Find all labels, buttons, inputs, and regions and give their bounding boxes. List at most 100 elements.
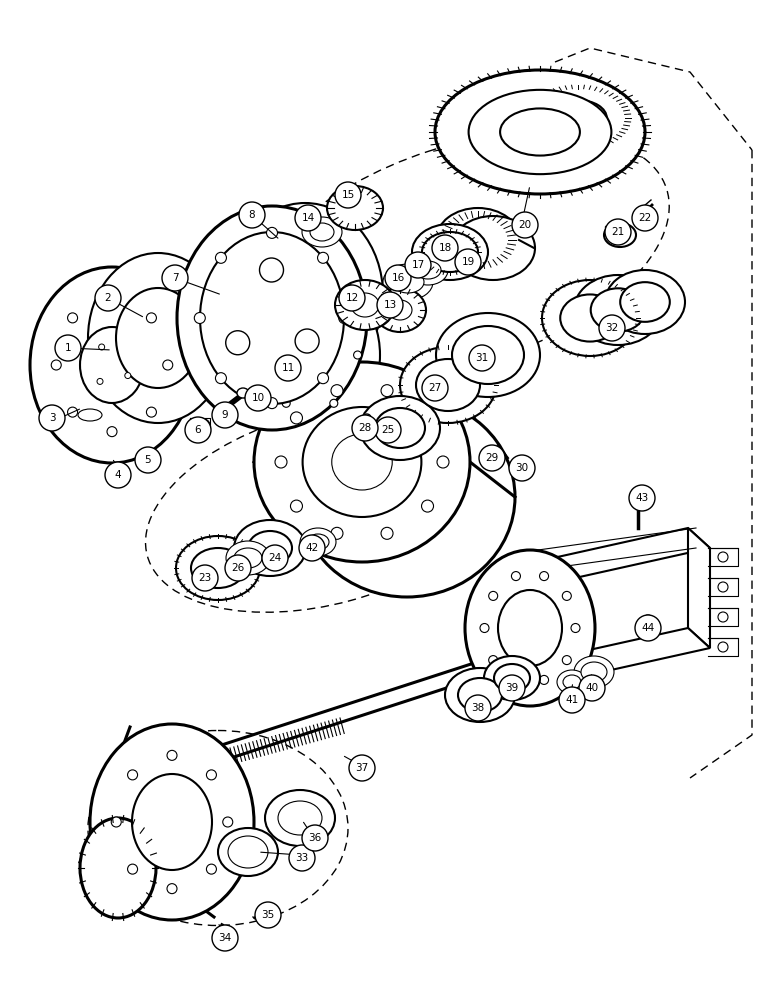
Ellipse shape — [452, 326, 524, 384]
Circle shape — [275, 456, 287, 468]
Ellipse shape — [310, 223, 334, 241]
Text: 44: 44 — [642, 623, 655, 633]
Circle shape — [262, 545, 288, 571]
Ellipse shape — [422, 232, 478, 272]
Text: 20: 20 — [519, 220, 532, 230]
Text: 35: 35 — [262, 910, 275, 920]
Circle shape — [357, 290, 366, 300]
Ellipse shape — [605, 270, 685, 334]
Circle shape — [562, 591, 571, 600]
Circle shape — [469, 345, 495, 371]
Ellipse shape — [300, 528, 336, 556]
Circle shape — [135, 447, 161, 473]
Circle shape — [317, 373, 329, 384]
Circle shape — [105, 462, 131, 488]
Circle shape — [163, 360, 173, 370]
Ellipse shape — [383, 264, 433, 300]
Ellipse shape — [436, 313, 540, 397]
Circle shape — [273, 233, 282, 242]
Circle shape — [147, 407, 157, 417]
Circle shape — [349, 755, 375, 781]
Circle shape — [283, 303, 290, 311]
Text: 25: 25 — [381, 425, 394, 435]
Ellipse shape — [360, 396, 440, 460]
Circle shape — [317, 252, 329, 263]
Ellipse shape — [303, 407, 422, 517]
Circle shape — [718, 552, 728, 562]
Text: 32: 32 — [605, 323, 618, 333]
Ellipse shape — [563, 675, 581, 689]
Ellipse shape — [435, 70, 645, 194]
Circle shape — [97, 378, 103, 384]
Ellipse shape — [374, 288, 426, 332]
Ellipse shape — [190, 418, 210, 432]
Circle shape — [245, 385, 271, 411]
Circle shape — [212, 925, 238, 951]
Ellipse shape — [549, 100, 607, 136]
Polygon shape — [688, 528, 710, 648]
Ellipse shape — [265, 790, 335, 846]
Circle shape — [225, 331, 249, 355]
Ellipse shape — [254, 362, 470, 562]
Circle shape — [489, 591, 498, 600]
Text: 9: 9 — [222, 410, 229, 420]
Ellipse shape — [451, 216, 535, 280]
Circle shape — [540, 675, 549, 684]
Ellipse shape — [351, 293, 379, 317]
Circle shape — [107, 427, 117, 437]
Ellipse shape — [542, 280, 638, 356]
Circle shape — [335, 182, 361, 208]
Ellipse shape — [408, 255, 448, 285]
Circle shape — [295, 205, 321, 231]
Ellipse shape — [560, 294, 620, 342]
Circle shape — [329, 348, 337, 357]
Text: 27: 27 — [428, 383, 442, 393]
Circle shape — [68, 313, 77, 323]
Text: 21: 21 — [611, 227, 625, 237]
Ellipse shape — [248, 531, 292, 565]
Circle shape — [239, 202, 265, 228]
Circle shape — [331, 385, 343, 397]
Circle shape — [339, 312, 350, 324]
Circle shape — [107, 293, 117, 303]
Circle shape — [225, 555, 251, 581]
Circle shape — [579, 675, 605, 701]
Polygon shape — [508, 628, 710, 688]
Circle shape — [605, 219, 631, 245]
Circle shape — [127, 770, 137, 780]
Text: 36: 36 — [308, 833, 322, 843]
Ellipse shape — [494, 664, 530, 692]
Ellipse shape — [484, 656, 540, 700]
Circle shape — [55, 335, 81, 361]
Circle shape — [206, 770, 216, 780]
Circle shape — [643, 615, 653, 625]
Circle shape — [352, 415, 378, 441]
Circle shape — [68, 407, 77, 417]
Circle shape — [99, 344, 105, 350]
Text: 4: 4 — [115, 470, 121, 480]
Circle shape — [39, 405, 65, 431]
Polygon shape — [508, 568, 530, 688]
Circle shape — [422, 500, 434, 512]
Ellipse shape — [400, 347, 496, 423]
Ellipse shape — [30, 267, 194, 463]
Text: 38: 38 — [472, 703, 485, 713]
Ellipse shape — [465, 550, 595, 706]
Ellipse shape — [620, 282, 670, 322]
Circle shape — [195, 312, 205, 324]
Ellipse shape — [445, 668, 515, 722]
Text: 37: 37 — [355, 763, 368, 773]
Circle shape — [259, 258, 283, 282]
Ellipse shape — [574, 656, 614, 688]
Ellipse shape — [226, 541, 270, 575]
Ellipse shape — [458, 678, 502, 712]
Ellipse shape — [88, 253, 228, 423]
Circle shape — [95, 285, 121, 311]
Text: 8: 8 — [249, 210, 256, 220]
Circle shape — [559, 687, 585, 713]
Circle shape — [422, 412, 434, 424]
Ellipse shape — [574, 275, 662, 345]
Circle shape — [289, 845, 315, 871]
Text: 18: 18 — [438, 243, 452, 253]
Circle shape — [422, 375, 448, 401]
